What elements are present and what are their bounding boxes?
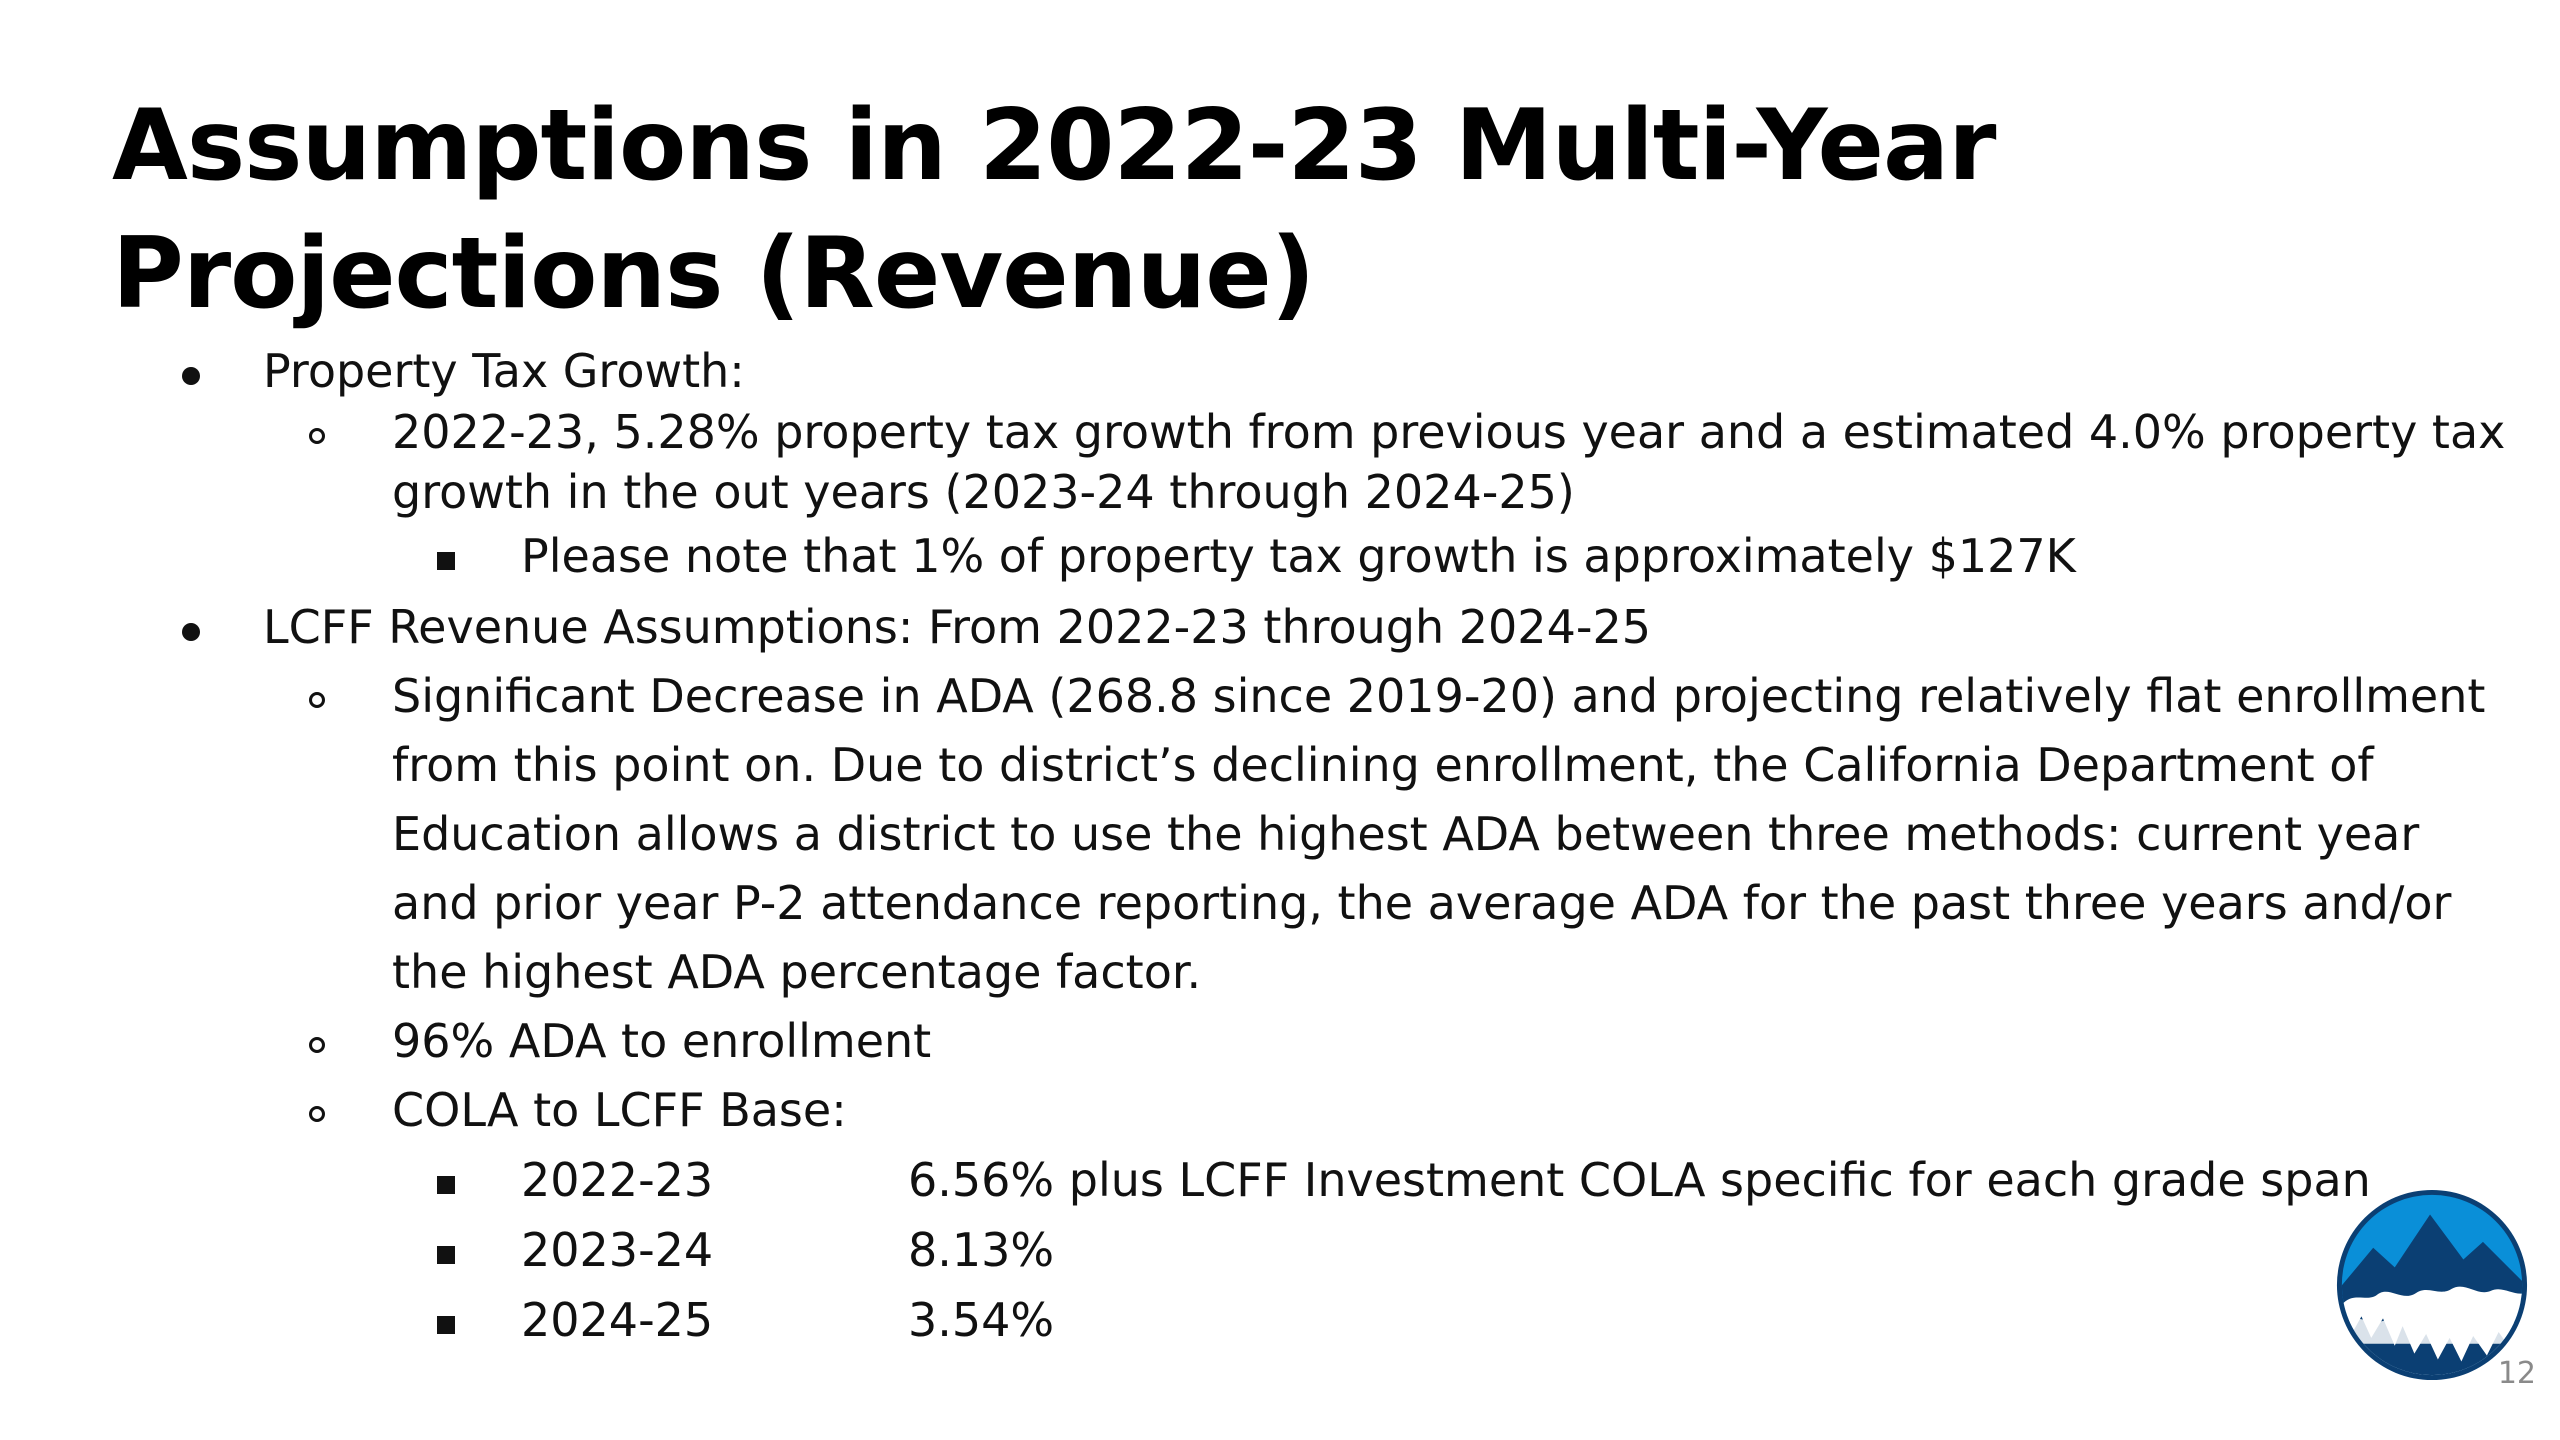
bullet-property-tax: Property Tax Growth:: [263, 344, 745, 398]
ada-paragraph-line-2: from this point on. Due to district’s de…: [392, 738, 2374, 792]
ada-paragraph-line-1: Significant Decrease in ADA (268.8 since…: [392, 669, 2486, 723]
slide-title: Assumptions in 2022-23 Multi-Year Projec…: [112, 89, 1996, 331]
bullet-disc: [182, 623, 200, 641]
bullet-square: [437, 1246, 455, 1264]
mountain-logo-icon: [2336, 1189, 2528, 1381]
cola-label: COLA to LCFF Base:: [392, 1083, 847, 1137]
page-number: 12: [2497, 1356, 2536, 1391]
cola-value: 8.13%: [908, 1223, 1055, 1277]
cola-year: 2024-25: [521, 1293, 714, 1347]
bullet-circle: [309, 1037, 325, 1053]
property-tax-growth-line-1: 2022-23, 5.28% property tax growth from …: [392, 405, 2506, 459]
bullet-circle: [309, 692, 325, 708]
cola-year: 2022-23: [521, 1153, 714, 1207]
bullet-circle: [309, 428, 325, 444]
ada-paragraph-line-5: the highest ADA percentage factor.: [392, 945, 1202, 999]
bullet-square: [437, 1176, 455, 1194]
ada-paragraph-line-3: Education allows a district to use the h…: [392, 807, 2420, 861]
ada-paragraph-line-4: and prior year P-2 attendance reporting,…: [392, 876, 2452, 930]
property-tax-growth-line-2: growth in the out years (2023-24 through…: [392, 465, 1575, 519]
bullet-lcff: LCFF Revenue Assumptions: From 2022-23 t…: [263, 600, 1651, 654]
ada-to-enrollment: 96% ADA to enrollment: [392, 1014, 932, 1068]
bullet-square: [437, 1316, 455, 1334]
property-tax-note: Please note that 1% of property tax grow…: [521, 529, 2076, 583]
cola-year: 2023-24: [521, 1223, 714, 1277]
bullet-disc: [182, 367, 200, 385]
bullet-circle: [309, 1106, 325, 1122]
cola-value: 6.56% plus LCFF Investment COLA specific…: [908, 1153, 2371, 1207]
bullet-square: [437, 552, 455, 570]
cola-value: 3.54%: [908, 1293, 1055, 1347]
